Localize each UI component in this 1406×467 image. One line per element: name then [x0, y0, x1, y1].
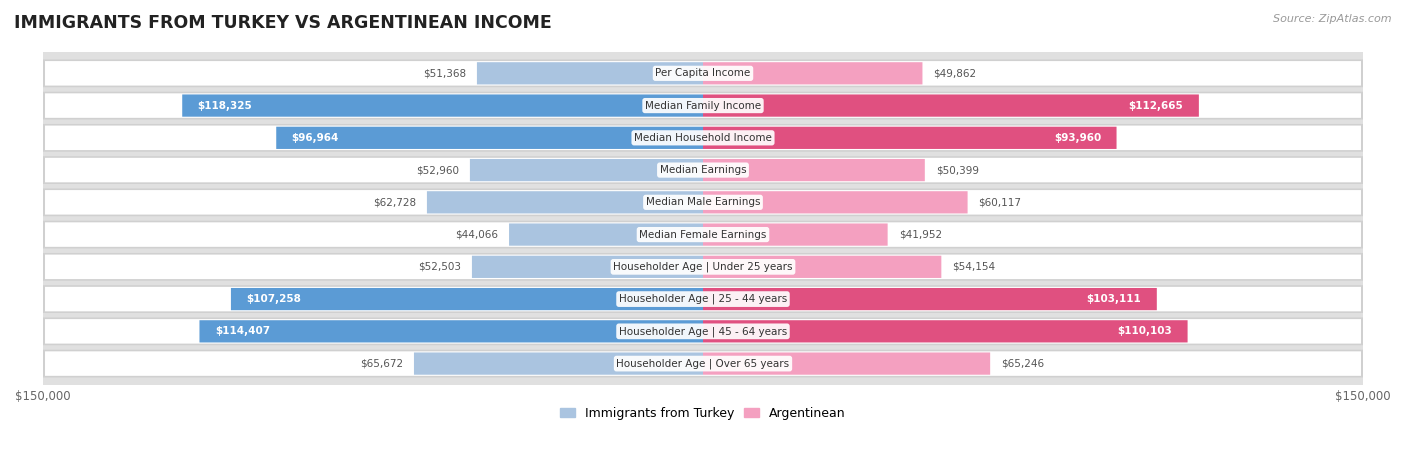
FancyBboxPatch shape [183, 94, 703, 117]
Text: Householder Age | Over 65 years: Householder Age | Over 65 years [616, 358, 790, 369]
FancyBboxPatch shape [703, 256, 942, 278]
Text: $51,368: $51,368 [423, 68, 465, 78]
FancyBboxPatch shape [42, 59, 1364, 87]
Text: $114,407: $114,407 [215, 326, 270, 336]
Text: $65,672: $65,672 [360, 359, 404, 368]
FancyBboxPatch shape [42, 285, 1364, 313]
FancyBboxPatch shape [42, 253, 1364, 281]
FancyBboxPatch shape [200, 320, 703, 342]
Text: $54,154: $54,154 [952, 262, 995, 272]
Text: $103,111: $103,111 [1087, 294, 1142, 304]
Text: $65,246: $65,246 [1001, 359, 1045, 368]
FancyBboxPatch shape [45, 93, 1361, 118]
Text: $50,399: $50,399 [936, 165, 979, 175]
Text: Median Male Earnings: Median Male Earnings [645, 198, 761, 207]
Text: Per Capita Income: Per Capita Income [655, 68, 751, 78]
Text: $118,325: $118,325 [198, 100, 252, 111]
Text: $96,964: $96,964 [291, 133, 339, 143]
FancyBboxPatch shape [477, 62, 703, 85]
FancyBboxPatch shape [45, 222, 1361, 247]
FancyBboxPatch shape [42, 318, 1364, 345]
Text: $52,960: $52,960 [416, 165, 458, 175]
FancyBboxPatch shape [703, 94, 1199, 117]
Text: $52,503: $52,503 [418, 262, 461, 272]
FancyBboxPatch shape [45, 158, 1361, 182]
FancyBboxPatch shape [427, 191, 703, 213]
FancyBboxPatch shape [703, 62, 922, 85]
Text: $93,960: $93,960 [1054, 133, 1101, 143]
Text: Householder Age | Under 25 years: Householder Age | Under 25 years [613, 262, 793, 272]
Text: $107,258: $107,258 [246, 294, 301, 304]
Text: Householder Age | 45 - 64 years: Householder Age | 45 - 64 years [619, 326, 787, 337]
FancyBboxPatch shape [703, 223, 887, 246]
Text: Median Family Income: Median Family Income [645, 100, 761, 111]
FancyBboxPatch shape [45, 319, 1361, 344]
FancyBboxPatch shape [231, 288, 703, 310]
FancyBboxPatch shape [470, 159, 703, 181]
FancyBboxPatch shape [42, 124, 1364, 152]
FancyBboxPatch shape [42, 156, 1364, 184]
FancyBboxPatch shape [413, 353, 703, 375]
FancyBboxPatch shape [276, 127, 703, 149]
FancyBboxPatch shape [42, 92, 1364, 120]
FancyBboxPatch shape [45, 287, 1361, 311]
FancyBboxPatch shape [42, 350, 1364, 377]
FancyBboxPatch shape [45, 190, 1361, 215]
FancyBboxPatch shape [703, 191, 967, 213]
Text: $44,066: $44,066 [456, 230, 498, 240]
Legend: Immigrants from Turkey, Argentinean: Immigrants from Turkey, Argentinean [555, 402, 851, 425]
Text: Householder Age | 25 - 44 years: Householder Age | 25 - 44 years [619, 294, 787, 304]
Text: $110,103: $110,103 [1118, 326, 1173, 336]
FancyBboxPatch shape [42, 221, 1364, 248]
FancyBboxPatch shape [42, 189, 1364, 216]
Text: Median Female Earnings: Median Female Earnings [640, 230, 766, 240]
FancyBboxPatch shape [703, 320, 1188, 342]
Text: Median Earnings: Median Earnings [659, 165, 747, 175]
FancyBboxPatch shape [509, 223, 703, 246]
Text: $62,728: $62,728 [373, 198, 416, 207]
FancyBboxPatch shape [45, 126, 1361, 150]
FancyBboxPatch shape [703, 288, 1157, 310]
Text: $41,952: $41,952 [898, 230, 942, 240]
FancyBboxPatch shape [45, 351, 1361, 376]
FancyBboxPatch shape [45, 255, 1361, 279]
Text: $60,117: $60,117 [979, 198, 1022, 207]
Text: $49,862: $49,862 [934, 68, 977, 78]
Text: $112,665: $112,665 [1129, 100, 1184, 111]
FancyBboxPatch shape [703, 353, 990, 375]
Text: IMMIGRANTS FROM TURKEY VS ARGENTINEAN INCOME: IMMIGRANTS FROM TURKEY VS ARGENTINEAN IN… [14, 14, 551, 32]
Text: Median Household Income: Median Household Income [634, 133, 772, 143]
FancyBboxPatch shape [472, 256, 703, 278]
Text: Source: ZipAtlas.com: Source: ZipAtlas.com [1274, 14, 1392, 24]
FancyBboxPatch shape [703, 159, 925, 181]
FancyBboxPatch shape [703, 127, 1116, 149]
FancyBboxPatch shape [45, 61, 1361, 85]
